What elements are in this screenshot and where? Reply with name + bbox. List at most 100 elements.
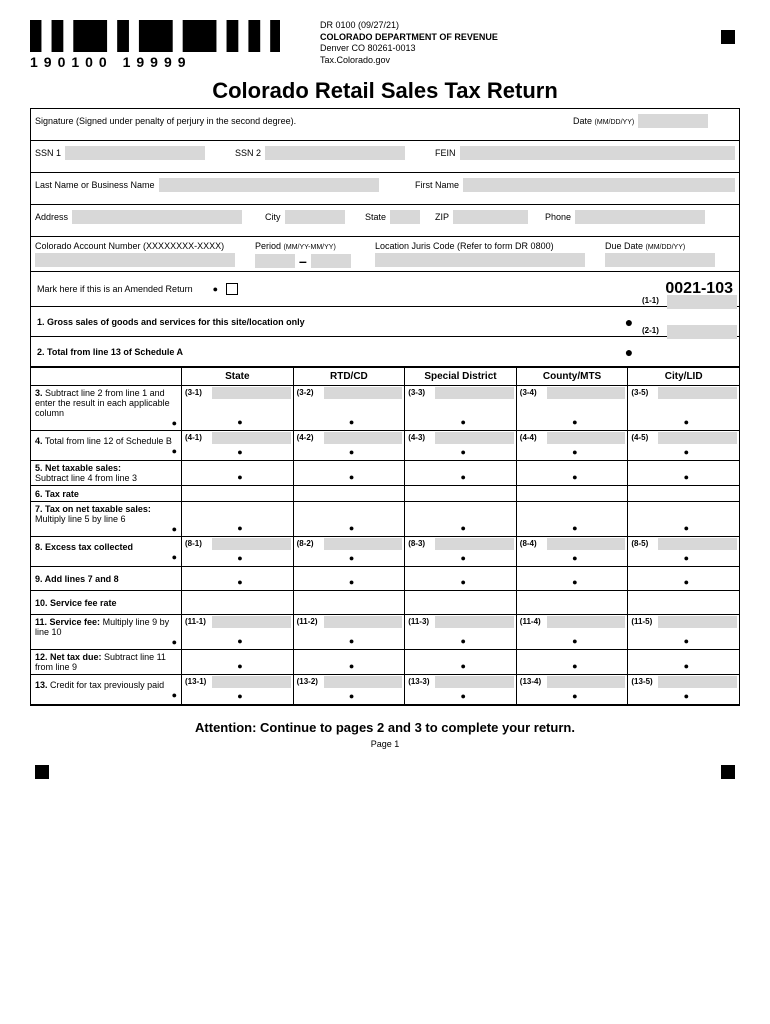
field-8-2[interactable] — [324, 538, 403, 550]
dept-address: Denver CO 80261-0013 — [320, 43, 498, 55]
lastname-label: Last Name or Business Name — [35, 180, 155, 190]
phone-label: Phone — [545, 212, 571, 222]
fein-label: FEIN — [435, 148, 456, 158]
line2-code: (2-1) — [642, 326, 659, 335]
field-13-1[interactable] — [212, 676, 291, 688]
column-headers: State RTD/CD Special District County/MTS… — [31, 367, 739, 386]
ssn1-label: SSN 1 — [35, 148, 61, 158]
field-13-2[interactable] — [324, 676, 403, 688]
field-3-5[interactable] — [658, 387, 737, 399]
dept-website: Tax.Colorado.gov — [320, 55, 498, 67]
field-4-4[interactable] — [547, 432, 626, 444]
address-field[interactable] — [72, 210, 242, 224]
date-label: Date (MM/DD/YY) — [573, 116, 634, 126]
page-title: Colorado Retail Sales Tax Return — [30, 78, 740, 104]
field-13-5[interactable] — [658, 676, 737, 688]
duedate-label: Due Date (MM/DD/YY) — [605, 241, 685, 251]
line3-row: 3. Subtract line 2 from line 1 and enter… — [31, 386, 739, 431]
dot-icon: ● — [619, 344, 639, 360]
phone-field[interactable] — [575, 210, 705, 224]
barcode-icon: ▌▌█▌▌█▌█▌▌▌█▌▌█▌█▌▌█▌█▌█▌▌█▌█▌█▌▌▌█▌█ — [30, 20, 280, 52]
field-11-2[interactable] — [324, 616, 403, 628]
line13-row: 13. Credit for tax previously paid● (13-… — [31, 675, 739, 705]
field-3-2[interactable] — [324, 387, 403, 399]
line7-row: 7. Tax on net taxable sales:Multiply lin… — [31, 502, 739, 537]
form-code: DR 0100 (09/27/21) — [320, 20, 498, 32]
field-8-4[interactable] — [547, 538, 626, 550]
field-4-3[interactable] — [435, 432, 514, 444]
zip-field[interactable] — [453, 210, 528, 224]
date-field[interactable] — [638, 114, 708, 128]
city-label: City — [265, 212, 281, 222]
signature-label: Signature (Signed under penalty of perju… — [35, 116, 296, 126]
state-label: State — [365, 212, 386, 222]
col-special: Special District — [404, 368, 516, 385]
footer-attention: Attention: Continue to pages 2 and 3 to … — [30, 720, 740, 735]
field-4-5[interactable] — [658, 432, 737, 444]
col-state: State — [181, 368, 293, 385]
ssn2-field[interactable] — [265, 146, 405, 160]
field-11-1[interactable] — [212, 616, 291, 628]
col-county: County/MTS — [516, 368, 628, 385]
dot-icon: ● — [619, 314, 639, 330]
line8-row: 8. Excess tax collected● (8-1)● (8-2)● (… — [31, 537, 739, 567]
form-container: Signature (Signed under penalty of perju… — [30, 108, 740, 706]
ssn1-field[interactable] — [65, 146, 205, 160]
field-8-5[interactable] — [658, 538, 737, 550]
period-dash: – — [299, 253, 307, 269]
field-13-4[interactable] — [547, 676, 626, 688]
line1-label: 1. Gross sales of goods and services for… — [37, 317, 305, 327]
field-8-1[interactable] — [212, 538, 291, 550]
line2-field[interactable] — [667, 325, 737, 339]
account-label: Colorado Account Number (XXXXXXXX-XXXX) — [35, 241, 224, 251]
field-4-2[interactable] — [324, 432, 403, 444]
line12-row: 12. Net tax due: Subtract line 11 from l… — [31, 650, 739, 675]
field-8-3[interactable] — [435, 538, 514, 550]
duedate-field[interactable] — [605, 253, 715, 267]
field-11-5[interactable] — [658, 616, 737, 628]
firstname-label: First Name — [415, 180, 459, 190]
location-label: Location Juris Code (Refer to form DR 08… — [375, 241, 554, 251]
account-field[interactable] — [35, 253, 235, 267]
state-field[interactable] — [390, 210, 420, 224]
line11-row: 11. Service fee: Multiply line 9 by line… — [31, 615, 739, 650]
line6-row: 6. Tax rate — [31, 486, 739, 502]
field-3-1[interactable] — [212, 387, 291, 399]
line10-row: 10. Service fee rate — [31, 591, 739, 615]
fein-field[interactable] — [460, 146, 735, 160]
line5-row: 5. Net taxable sales:Subtract line 4 fro… — [31, 461, 739, 486]
amended-label: Mark here if this is an Amended Return — [37, 284, 193, 294]
line1-field[interactable] — [667, 295, 737, 309]
dept-name: COLORADO DEPARTMENT OF REVENUE — [320, 32, 498, 44]
page-number: Page 1 — [30, 739, 740, 749]
field-4-1[interactable] — [212, 432, 291, 444]
marker-top-right — [721, 30, 735, 44]
firstname-field[interactable] — [463, 178, 735, 192]
address-label: Address — [35, 212, 68, 222]
field-3-3[interactable] — [435, 387, 514, 399]
amended-checkbox[interactable] — [226, 283, 238, 295]
ssn2-label: SSN 2 — [235, 148, 261, 158]
field-13-3[interactable] — [435, 676, 514, 688]
header: ▌▌█▌▌█▌█▌▌▌█▌▌█▌█▌▌█▌█▌█▌▌█▌█▌█▌▌▌█▌█ 19… — [30, 20, 740, 70]
field-11-4[interactable] — [547, 616, 626, 628]
line4-row: 4. Total from line 12 of Schedule B● (4-… — [31, 431, 739, 461]
period-label: Period (MM/YY-MM/YY) — [255, 241, 336, 251]
marker-bottom-left — [35, 765, 49, 779]
header-text: DR 0100 (09/27/21) COLORADO DEPARTMENT O… — [320, 20, 498, 67]
line1-code: (1-1) — [642, 296, 659, 305]
zip-label: ZIP — [435, 212, 449, 222]
period-from-field[interactable] — [255, 254, 295, 268]
period-to-field[interactable] — [311, 254, 351, 268]
col-city: City/LID — [627, 368, 739, 385]
field-11-3[interactable] — [435, 616, 514, 628]
col-rtd: RTD/CD — [293, 368, 405, 385]
location-field[interactable] — [375, 253, 585, 267]
marker-bottom-right — [721, 765, 735, 779]
city-field[interactable] — [285, 210, 345, 224]
field-3-4[interactable] — [547, 387, 626, 399]
lastname-field[interactable] — [159, 178, 379, 192]
line9-row: 9. Add lines 7 and 8 ●●●●● — [31, 567, 739, 591]
barcode-number: 190100 19999 — [30, 54, 280, 70]
line2-label: 2. Total from line 13 of Schedule A — [37, 347, 183, 357]
